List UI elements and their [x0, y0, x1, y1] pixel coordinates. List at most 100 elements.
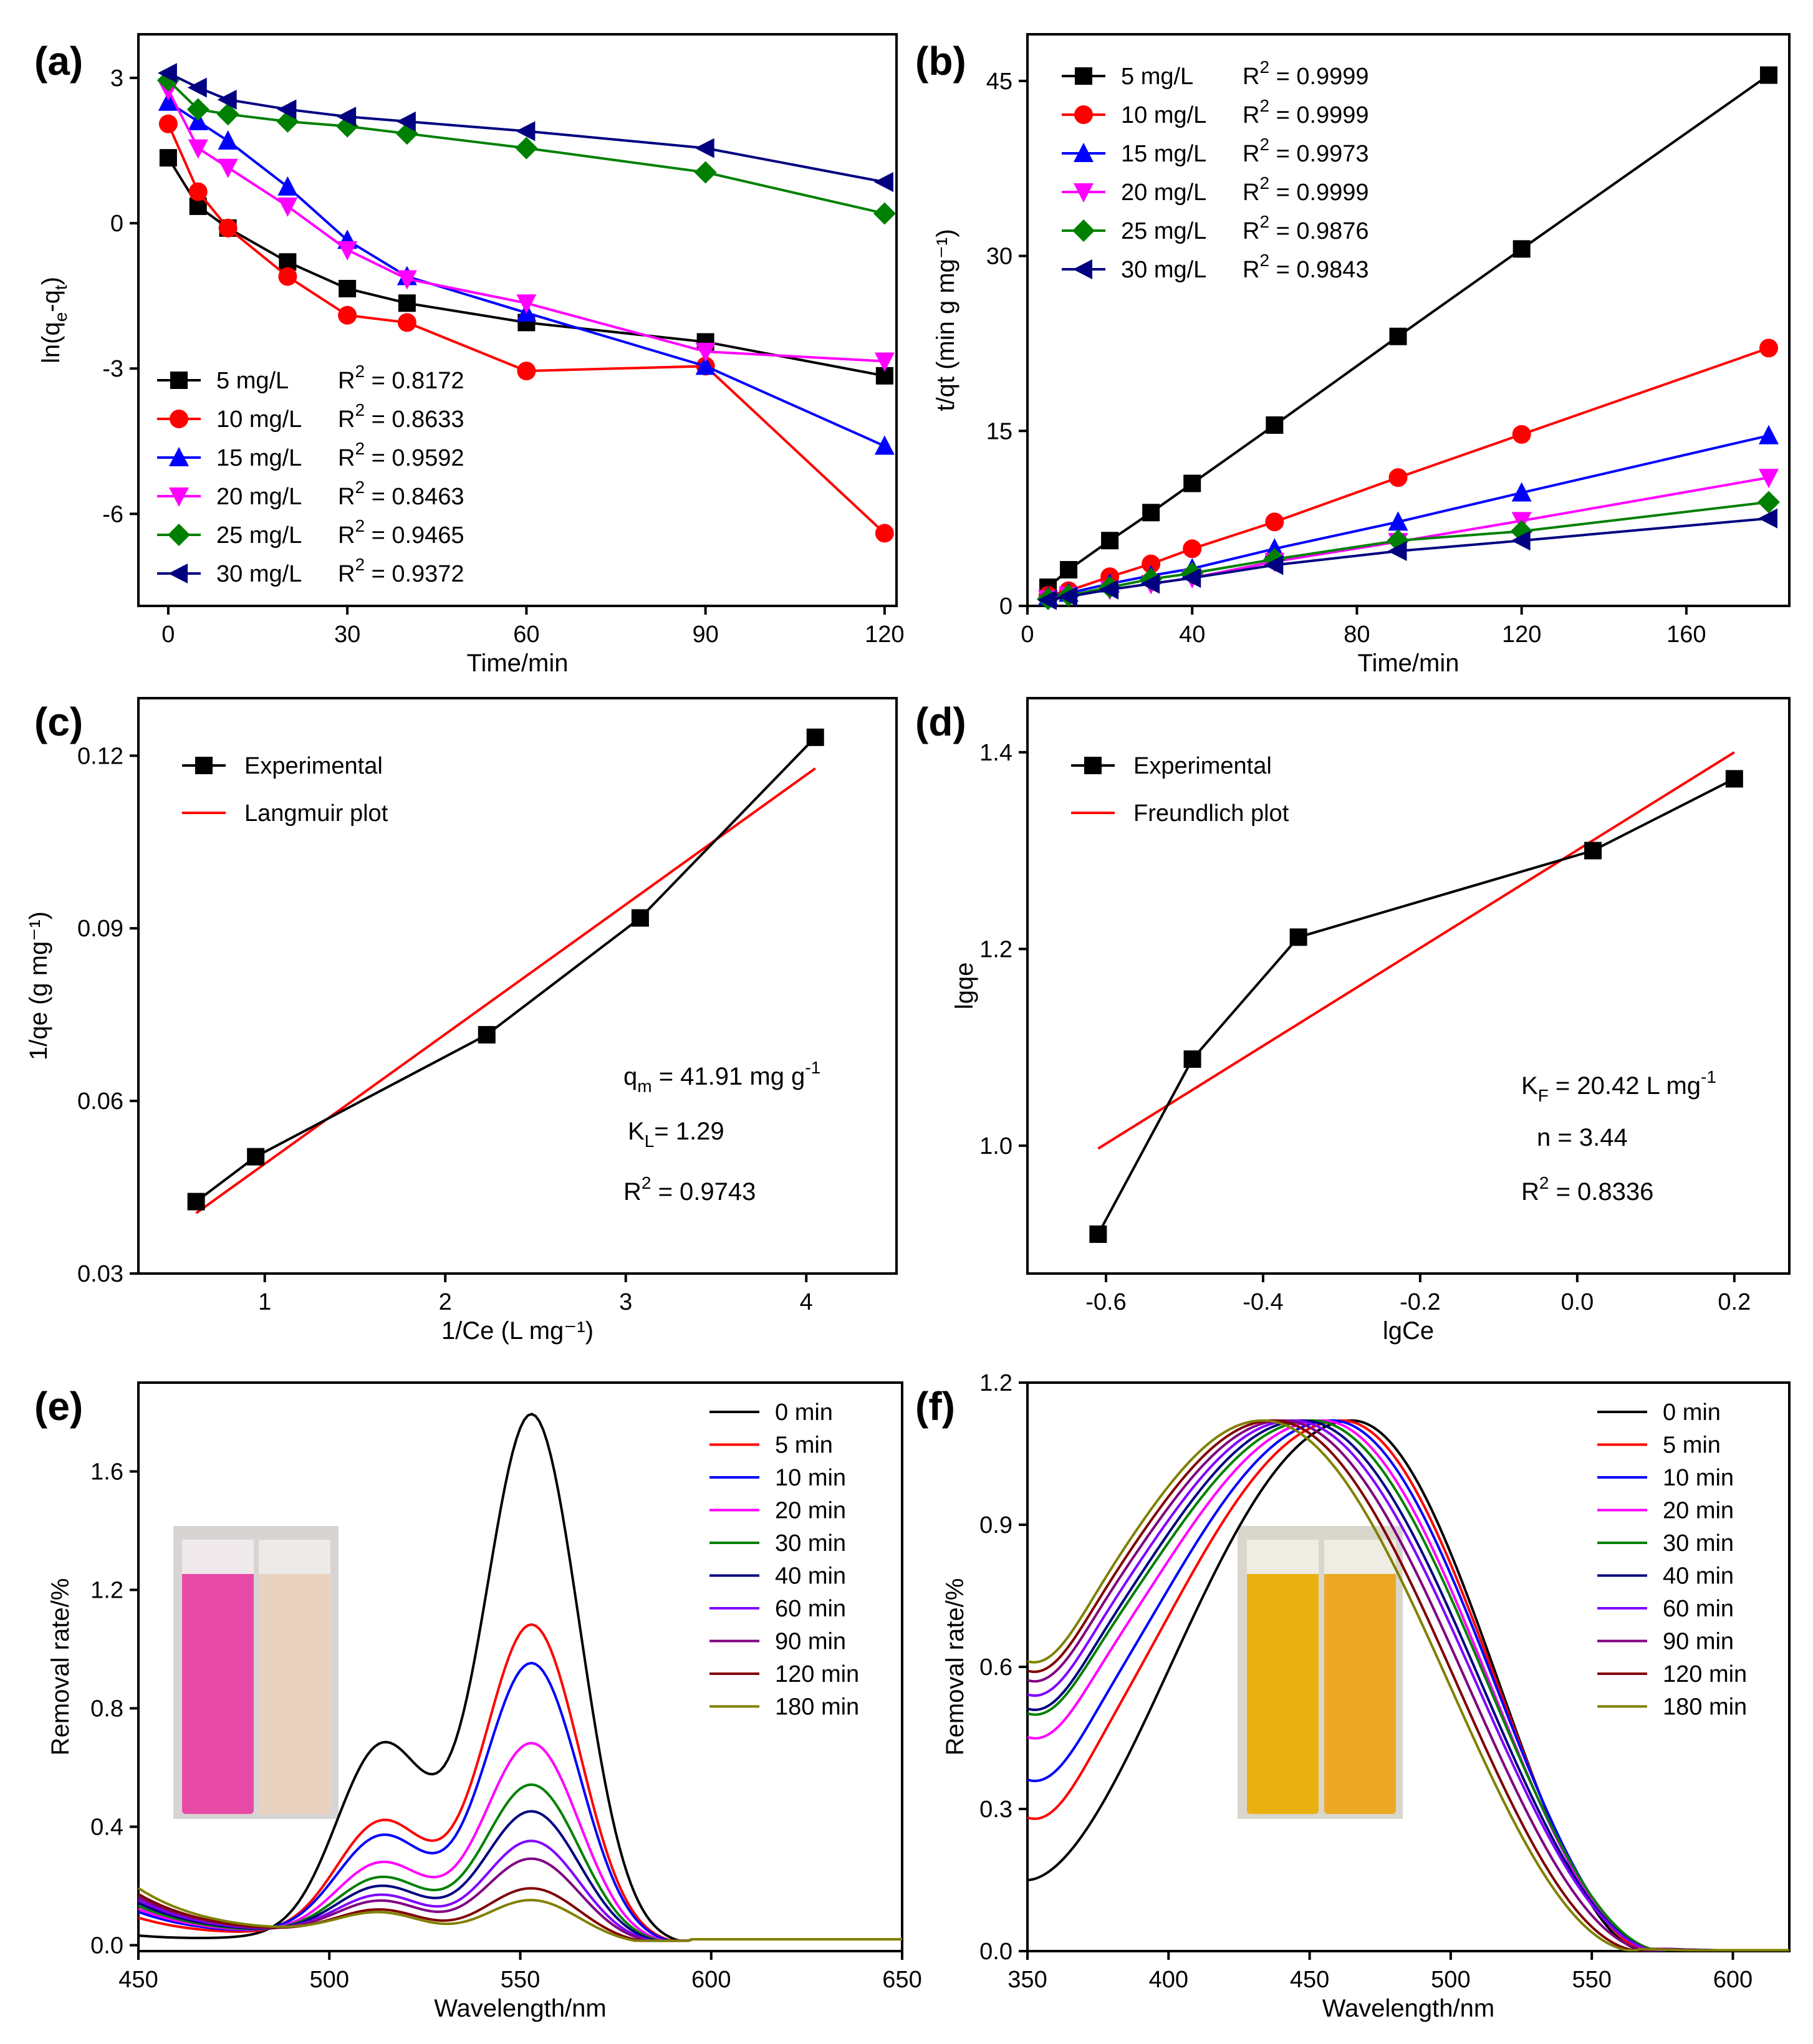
data-point	[337, 107, 357, 127]
data-point	[875, 524, 894, 543]
legend-label: 20 mg/L	[216, 484, 302, 510]
legend-r2-part: = 0.9876	[1269, 218, 1369, 244]
data-point	[516, 294, 537, 314]
legend-marker	[169, 487, 189, 507]
data-point	[1512, 425, 1531, 444]
legend-r2-part: R	[1243, 180, 1259, 206]
annotation-qm-part: = 41.91 mg g	[652, 1063, 806, 1090]
legend-label: 30 mg/L	[1121, 257, 1206, 283]
cuvette-yellow-top	[1247, 1540, 1319, 1574]
legend-r2-part: = 0.9999	[1269, 180, 1369, 206]
x-tick-label: 0	[1021, 621, 1034, 648]
legend-label: 0 min	[775, 1399, 833, 1426]
cuvette-yellow	[1247, 1540, 1319, 1814]
data-point	[278, 267, 297, 286]
x-tick-label: 500	[1431, 1967, 1470, 1993]
y-tick-label: 15	[986, 418, 1012, 444]
data-point	[1388, 468, 1408, 487]
data-point	[1264, 555, 1284, 575]
y-axis-label-part: t	[51, 285, 70, 290]
data-point	[1142, 504, 1160, 522]
cuvette-pink-top	[182, 1540, 254, 1574]
annotation-qm-part: -1	[805, 1058, 820, 1077]
data-point	[277, 176, 298, 196]
x-axis-label: Wavelength/nm	[434, 1995, 606, 2022]
data-point	[694, 161, 717, 184]
y-tick-label: 0.8	[90, 1696, 123, 1722]
data-point	[186, 98, 209, 121]
panel-label: (c)	[34, 699, 83, 744]
legend-label: 25 mg/L	[216, 522, 302, 549]
legend-r2-part: = 0.8463	[365, 484, 464, 510]
x-axis-label: Wavelength/nm	[1322, 1995, 1494, 2022]
legend-r2-part: R	[1243, 257, 1259, 283]
spectrum-line	[138, 1887, 902, 1942]
data-point	[873, 202, 896, 225]
y-tick-label: 0.6	[979, 1654, 1012, 1681]
panel-f: 350 400 450 500 550 600 0.0 0.3 0.6 0.9 1.2 (f) Wave…	[915, 1370, 1791, 2022]
legend-r2-part: 2	[1259, 135, 1269, 154]
fit-line	[1097, 751, 1735, 1150]
y-tick-label: 0.09	[77, 916, 123, 942]
data-point	[1183, 1050, 1201, 1068]
annotation-r2-part: R	[1521, 1178, 1539, 1206]
y-tick-label: 1.6	[90, 1459, 123, 1485]
data-point	[695, 138, 714, 158]
panel-label: (e)	[34, 1384, 83, 1429]
data-point	[695, 343, 716, 363]
legend-r2-part: 2	[1259, 212, 1269, 231]
x-tick-label: 3	[619, 1289, 632, 1315]
legend-label: Freundlich plot	[1133, 800, 1289, 827]
data-point	[1757, 491, 1780, 514]
legend-r2: R2 = 0.9999	[1243, 173, 1369, 206]
legend-label: 20 min	[775, 1498, 846, 1524]
inset-photo	[1238, 1526, 1403, 1819]
x-axis-label: 1/Ce (L mg⁻¹)	[441, 1317, 594, 1345]
legend-r2-part: 2	[1259, 96, 1269, 115]
data-point	[247, 1148, 265, 1166]
x-tick-label: -0.2	[1400, 1289, 1440, 1315]
y-tick-label: 1.0	[979, 1133, 1012, 1159]
data-point	[1387, 541, 1407, 562]
data-point	[517, 362, 536, 381]
legend-r2-part: R	[1243, 218, 1259, 244]
annotation-qm: qm = 41.91 mg g-1	[623, 1058, 820, 1096]
legend-label: 60 min	[775, 1596, 846, 1622]
plot-frame	[137, 697, 898, 1275]
legend-marker	[1074, 105, 1093, 124]
y-axis-label-part: -q	[37, 290, 65, 312]
legend-marker	[169, 447, 189, 466]
legend-marker	[1074, 143, 1094, 162]
x-tick-label: 500	[310, 1967, 349, 1993]
y-tick-label: 0	[110, 211, 123, 237]
legend-label: 30 min	[775, 1530, 846, 1557]
legend-r2: R2 = 0.9876	[1243, 212, 1369, 244]
annotation-qm-part: q	[623, 1063, 637, 1090]
x-axis-label: Time/min	[467, 650, 569, 677]
spectrum-line	[137, 1887, 902, 1942]
data-point	[187, 1192, 205, 1211]
data-point	[397, 313, 416, 332]
y-axis-label-part: e	[51, 312, 70, 322]
legend-label: 10 mg/L	[216, 406, 302, 433]
data-point	[1181, 568, 1201, 588]
data-point	[1584, 842, 1602, 860]
legend-label: 20 min	[1663, 1498, 1734, 1524]
legend-r2: R2 = 0.9999	[1243, 96, 1369, 128]
data-point	[1511, 530, 1531, 551]
x-tick-label: 0.0	[1561, 1289, 1594, 1315]
legend-r2-part: 2	[355, 439, 365, 458]
legend-r2-part: R	[338, 368, 355, 394]
legend-label: 40 min	[1663, 1563, 1734, 1590]
data-point	[187, 77, 207, 98]
annotation-kl: KL= 1.29	[628, 1118, 724, 1151]
legend-r2: R2 = 0.8463	[338, 477, 464, 510]
data-point	[156, 69, 180, 92]
data-point	[1037, 590, 1057, 610]
legend-label: 30 mg/L	[216, 561, 302, 587]
legend-marker	[1075, 67, 1092, 85]
data-point	[631, 909, 649, 927]
data-point	[217, 89, 237, 110]
data-point	[1389, 327, 1407, 345]
